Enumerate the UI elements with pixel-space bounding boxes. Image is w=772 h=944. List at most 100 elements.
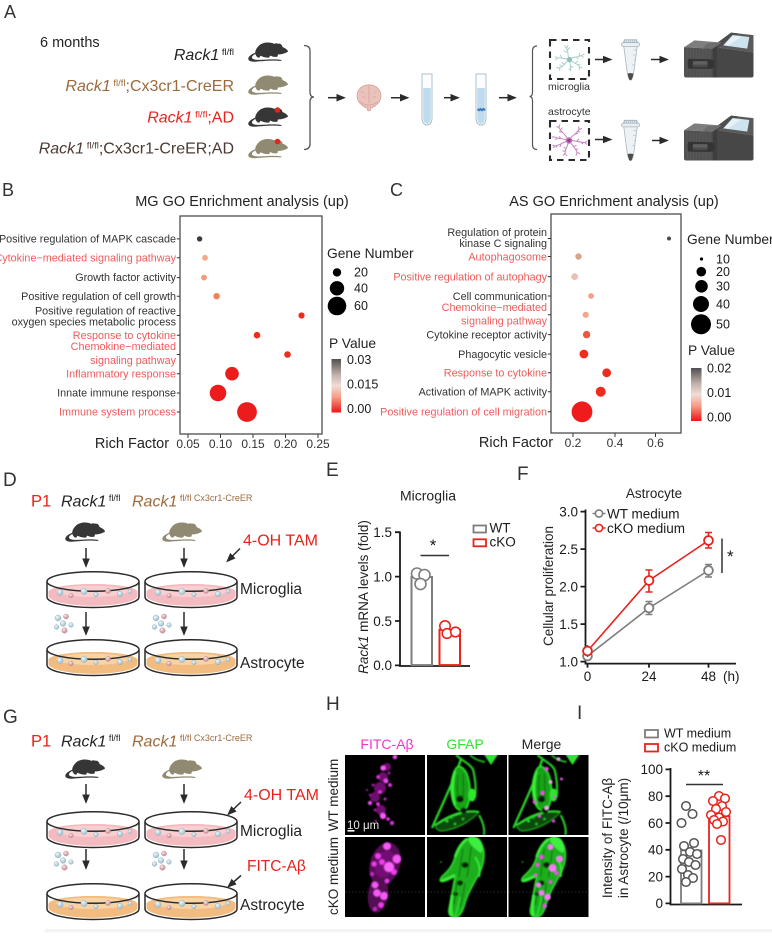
svg-text:Rack1 fl/fl;Cx3cr1-CreER: Rack1 fl/fl;Cx3cr1-CreER: [65, 78, 234, 95]
svg-text:P Value: P Value: [329, 336, 376, 351]
svg-text:Rack1 fl/fl Cx3cr1-CreER: Rack1 fl/fl Cx3cr1-CreER: [132, 733, 253, 751]
svg-text:Positive regulation of autopha: Positive regulation of autophagy: [393, 272, 547, 284]
svg-text:0.25: 0.25: [306, 437, 330, 451]
svg-text:Rack1 fl/fl;Cx3cr1-CreER;AD: Rack1 fl/fl;Cx3cr1-CreER;AD: [39, 141, 234, 158]
svg-text:10: 10: [716, 253, 730, 267]
svg-text:Gene Number: Gene Number: [327, 246, 414, 261]
svg-text:20: 20: [648, 869, 663, 884]
svg-text:1.0: 1.0: [559, 654, 578, 669]
svg-text:4-OH TAM: 4-OH TAM: [244, 787, 319, 804]
svg-text:A: A: [4, 2, 16, 22]
svg-text:WT medium: WT medium: [664, 727, 731, 741]
svg-text:WT medium: WT medium: [607, 507, 680, 522]
svg-text:Positive regulation of cell mi: Positive regulation of cell migration: [380, 407, 547, 419]
svg-text:signaling pathway: signaling pathway: [461, 316, 547, 328]
svg-text:P1: P1: [31, 493, 51, 511]
svg-text:FITC-Aβ: FITC-Aβ: [247, 858, 306, 875]
svg-text:Rack1 mRNA levels (fold): Rack1 mRNA levels (fold): [356, 520, 371, 674]
svg-text:Astrocyte: Astrocyte: [240, 655, 305, 672]
svg-text:Cytokine−mediated signaling pa: Cytokine−mediated signaling pathway: [0, 253, 177, 265]
svg-text:P1: P1: [31, 733, 51, 751]
svg-text:FITC-Aβ: FITC-Aβ: [360, 736, 413, 752]
svg-text:40: 40: [648, 843, 663, 858]
svg-text:0.2: 0.2: [565, 436, 582, 450]
svg-text:cKO: cKO: [490, 534, 516, 549]
svg-text:Regulation of protein: Regulation of protein: [447, 227, 547, 239]
svg-text:40: 40: [354, 282, 368, 296]
svg-text:H: H: [326, 694, 340, 715]
svg-text:2.0: 2.0: [559, 579, 578, 594]
svg-text:Chemokine−mediated: Chemokine−mediated: [442, 302, 547, 314]
svg-text:Astrocyte: Astrocyte: [626, 486, 682, 501]
svg-text:0.01: 0.01: [707, 386, 731, 400]
svg-text:0: 0: [655, 896, 663, 911]
svg-text:Astrocyte: Astrocyte: [240, 897, 305, 914]
svg-text:100: 100: [640, 762, 663, 777]
svg-text:6 months: 6 months: [40, 35, 100, 51]
svg-text:1.5: 1.5: [373, 525, 392, 540]
svg-text:C: C: [390, 180, 403, 200]
svg-text:0.15: 0.15: [241, 437, 265, 451]
svg-text:0.02: 0.02: [707, 362, 731, 376]
svg-text:Rich Factor: Rich Factor: [95, 436, 169, 452]
svg-text:0.015: 0.015: [347, 378, 378, 392]
svg-text:20: 20: [354, 266, 368, 280]
svg-text:G: G: [3, 707, 18, 728]
svg-text:(h): (h): [723, 669, 740, 684]
svg-text:0: 0: [584, 669, 592, 684]
svg-text:Merge: Merge: [522, 736, 562, 752]
svg-text:0.5: 0.5: [373, 614, 392, 629]
svg-text:oxygen species metabolic proce: oxygen species metabolic process: [12, 317, 177, 329]
svg-text:Microglia: Microglia: [240, 581, 302, 598]
svg-text:0.20: 0.20: [274, 437, 298, 451]
svg-text:48: 48: [701, 669, 716, 684]
svg-text:E: E: [326, 460, 339, 481]
svg-text:Activation of MAPK activity: Activation of MAPK activity: [419, 387, 548, 399]
svg-text:AS GO Enrichment analysis (up): AS GO Enrichment analysis (up): [509, 194, 719, 210]
svg-text:P Value: P Value: [688, 343, 735, 358]
svg-text:D: D: [3, 470, 17, 491]
svg-text:F: F: [517, 464, 529, 485]
svg-text:Autophagosome: Autophagosome: [468, 252, 547, 264]
svg-text:B: B: [2, 180, 14, 200]
svg-text:0.0: 0.0: [373, 658, 392, 673]
svg-text:4-OH TAM: 4-OH TAM: [243, 533, 318, 550]
svg-text:Response to cytokine: Response to cytokine: [73, 330, 176, 342]
svg-text:0.6: 0.6: [647, 436, 664, 450]
svg-text:Positive regulation of reactiv: Positive regulation of reactive: [35, 306, 176, 318]
svg-text:60: 60: [648, 816, 663, 831]
svg-text:Positive regulation of MAPK ca: Positive regulation of MAPK cascade: [0, 234, 176, 246]
svg-text:0.05: 0.05: [176, 437, 200, 451]
svg-text:Positive regulation of cell gr: Positive regulation of cell growth: [21, 291, 176, 303]
svg-text:in Astrocyte (/10μm): in Astrocyte (/10μm): [616, 778, 631, 898]
svg-text:Cytokine receptor activity: Cytokine receptor activity: [426, 330, 547, 342]
svg-text:Rack1 fl/fl: Rack1 fl/fl: [61, 493, 120, 511]
svg-text:*: *: [430, 536, 437, 555]
svg-text:Rack1 fl/fl;AD: Rack1 fl/fl;AD: [147, 110, 234, 127]
svg-text:*: *: [727, 547, 734, 566]
svg-text:24: 24: [641, 669, 657, 684]
svg-text:cKO medium: cKO medium: [607, 521, 685, 536]
svg-text:0.03: 0.03: [347, 353, 371, 367]
svg-text:**: **: [698, 768, 710, 785]
svg-text:Intensity of FITC-Aβ: Intensity of FITC-Aβ: [600, 778, 615, 899]
svg-text:20: 20: [716, 265, 730, 279]
svg-text:Rich Factor: Rich Factor: [479, 435, 553, 451]
svg-text:astrocyte: astrocyte: [548, 106, 591, 118]
svg-text:kinase C signaling: kinase C signaling: [459, 238, 547, 250]
svg-text:0.4: 0.4: [607, 436, 624, 450]
svg-text:Microglia: Microglia: [240, 823, 302, 840]
svg-text:WT medium: WT medium: [326, 759, 341, 832]
svg-text:0.10: 0.10: [209, 437, 233, 451]
svg-text:Cell communication: Cell communication: [453, 291, 547, 303]
svg-text:0.00: 0.00: [707, 411, 731, 425]
svg-text:Chemokine−mediated: Chemokine−mediated: [71, 341, 176, 353]
svg-text:40: 40: [716, 298, 730, 312]
svg-text:Rack1 fl/fl: Rack1 fl/fl: [61, 733, 120, 751]
svg-text:2.5: 2.5: [559, 542, 578, 557]
svg-text:0.00: 0.00: [347, 402, 371, 416]
svg-text:Cellular proliferation: Cellular proliferation: [541, 526, 556, 646]
svg-text:Innate immune response: Innate immune response: [57, 388, 176, 400]
svg-text:Response to cytokine: Response to cytokine: [444, 368, 547, 380]
svg-text:80: 80: [648, 789, 663, 804]
